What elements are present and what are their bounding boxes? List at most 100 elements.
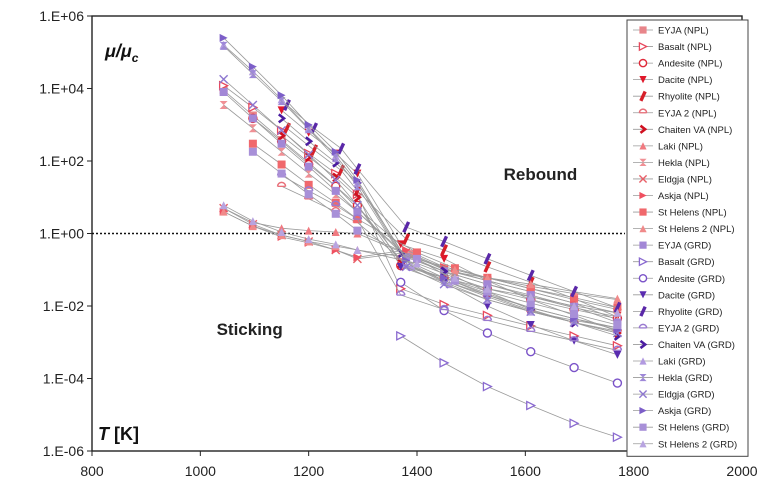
data-point — [276, 181, 287, 187]
data-point — [304, 162, 313, 171]
data-point — [440, 254, 449, 263]
x-tick-label: 1200 — [293, 463, 324, 479]
data-point — [304, 190, 313, 199]
legend-label: Eldgja (GRD) — [658, 390, 715, 401]
legend-label: EYJA (GRD) — [658, 241, 711, 252]
data-point — [248, 70, 257, 79]
data-point — [277, 113, 287, 124]
data-point — [526, 284, 535, 293]
legend-item: St Helens 2 (GRD) — [633, 439, 737, 450]
data-point — [219, 88, 228, 97]
data-point — [219, 41, 228, 50]
legend-label: Hekla (GRD) — [658, 373, 712, 384]
legend-marker — [638, 273, 648, 283]
data-point — [450, 273, 459, 282]
data-point — [331, 209, 340, 218]
series-line — [223, 207, 618, 300]
legend-label: Basalt (GRD) — [658, 257, 714, 268]
legend-item: St Helens 2 (NPL) — [633, 224, 735, 235]
data-point — [402, 233, 411, 246]
legend-item: Hekla (GRD) — [633, 373, 712, 384]
y-tick-label: 1.E-06 — [43, 443, 84, 459]
legend-item: Dacite (NPL) — [633, 75, 712, 86]
legend-label: Askja (GRD) — [658, 406, 711, 417]
legend-marker — [639, 142, 647, 150]
data-point — [303, 186, 314, 192]
legend-item: Hekla (NPL) — [633, 158, 710, 169]
legend-marker — [638, 108, 648, 113]
legend-item: Eldgja (GRD) — [633, 390, 715, 401]
data-point — [219, 33, 228, 42]
legend-item: Andesite (GRD) — [633, 274, 725, 285]
series-st-helens-2-npl — [219, 207, 622, 303]
legend-item: Eldgja (NPL) — [633, 174, 712, 185]
data-point — [439, 304, 449, 310]
data-point — [613, 320, 622, 329]
data-point — [402, 246, 411, 255]
data-point — [219, 201, 228, 210]
series-line — [400, 281, 618, 384]
data-point — [218, 80, 230, 91]
data-point — [569, 418, 580, 429]
legend-item: Laki (NPL) — [633, 141, 703, 152]
data-point — [483, 302, 492, 310]
x-tick-label: 800 — [80, 463, 104, 479]
data-point — [277, 169, 286, 178]
legend-label: Hekla (NPL) — [658, 158, 710, 169]
legend-marker — [639, 241, 647, 249]
legend-item: Laki (GRD) — [633, 357, 706, 368]
y-tick-label: 1.E+04 — [39, 81, 84, 97]
legend-marker — [639, 208, 647, 216]
legend-marker — [639, 158, 647, 166]
series-line — [286, 104, 618, 309]
data-point — [612, 345, 623, 351]
series-eyja-2-grd — [276, 170, 623, 351]
data-point — [439, 357, 450, 368]
legend-marker — [639, 339, 648, 350]
legend-label: Eldgja (NPL) — [658, 174, 712, 185]
legend-label: EYJA 2 (GRD) — [658, 323, 719, 334]
x-tick-label: 1000 — [185, 463, 216, 479]
data-point — [353, 175, 362, 184]
series-line — [223, 204, 618, 314]
data-point — [612, 432, 623, 443]
data-point — [613, 308, 622, 317]
data-point — [353, 246, 362, 255]
data-point — [331, 227, 340, 236]
series-line — [400, 335, 618, 438]
data-point — [407, 250, 416, 259]
data-point — [304, 226, 313, 235]
legend-marker — [638, 323, 648, 329]
legend-item: Andesite (NPL) — [633, 59, 722, 70]
legend-label: Andesite (NPL) — [658, 59, 722, 70]
legend-label: Rhyolite (GRD) — [658, 307, 722, 318]
legend-item: Dacite (GRD) — [633, 290, 715, 301]
data-point — [482, 315, 493, 321]
series-basalt-grd — [396, 330, 623, 443]
data-point — [526, 299, 535, 308]
data-point — [353, 163, 362, 175]
legend-marker — [638, 257, 649, 267]
x-tick-label: 1800 — [618, 463, 649, 479]
data-point — [353, 207, 362, 216]
data-point — [219, 207, 228, 216]
data-point — [570, 285, 579, 298]
legend-marker — [639, 305, 647, 317]
data-point — [248, 114, 257, 123]
data-point — [331, 147, 340, 156]
legend-label: EYJA (NPL) — [658, 26, 709, 37]
legend-marker — [639, 90, 647, 102]
data-point — [331, 198, 340, 207]
data-point — [277, 147, 286, 156]
legend-item: EYJA 2 (GRD) — [633, 323, 719, 334]
data-point — [483, 284, 492, 293]
data-point — [331, 200, 341, 206]
data-point — [337, 142, 346, 155]
y-tick-label: 1.E+02 — [39, 153, 84, 169]
data-point — [402, 221, 411, 234]
data-point — [440, 273, 449, 282]
legend-item: St Helens (GRD) — [633, 423, 729, 434]
data-point — [248, 222, 257, 231]
data-point — [526, 400, 537, 411]
